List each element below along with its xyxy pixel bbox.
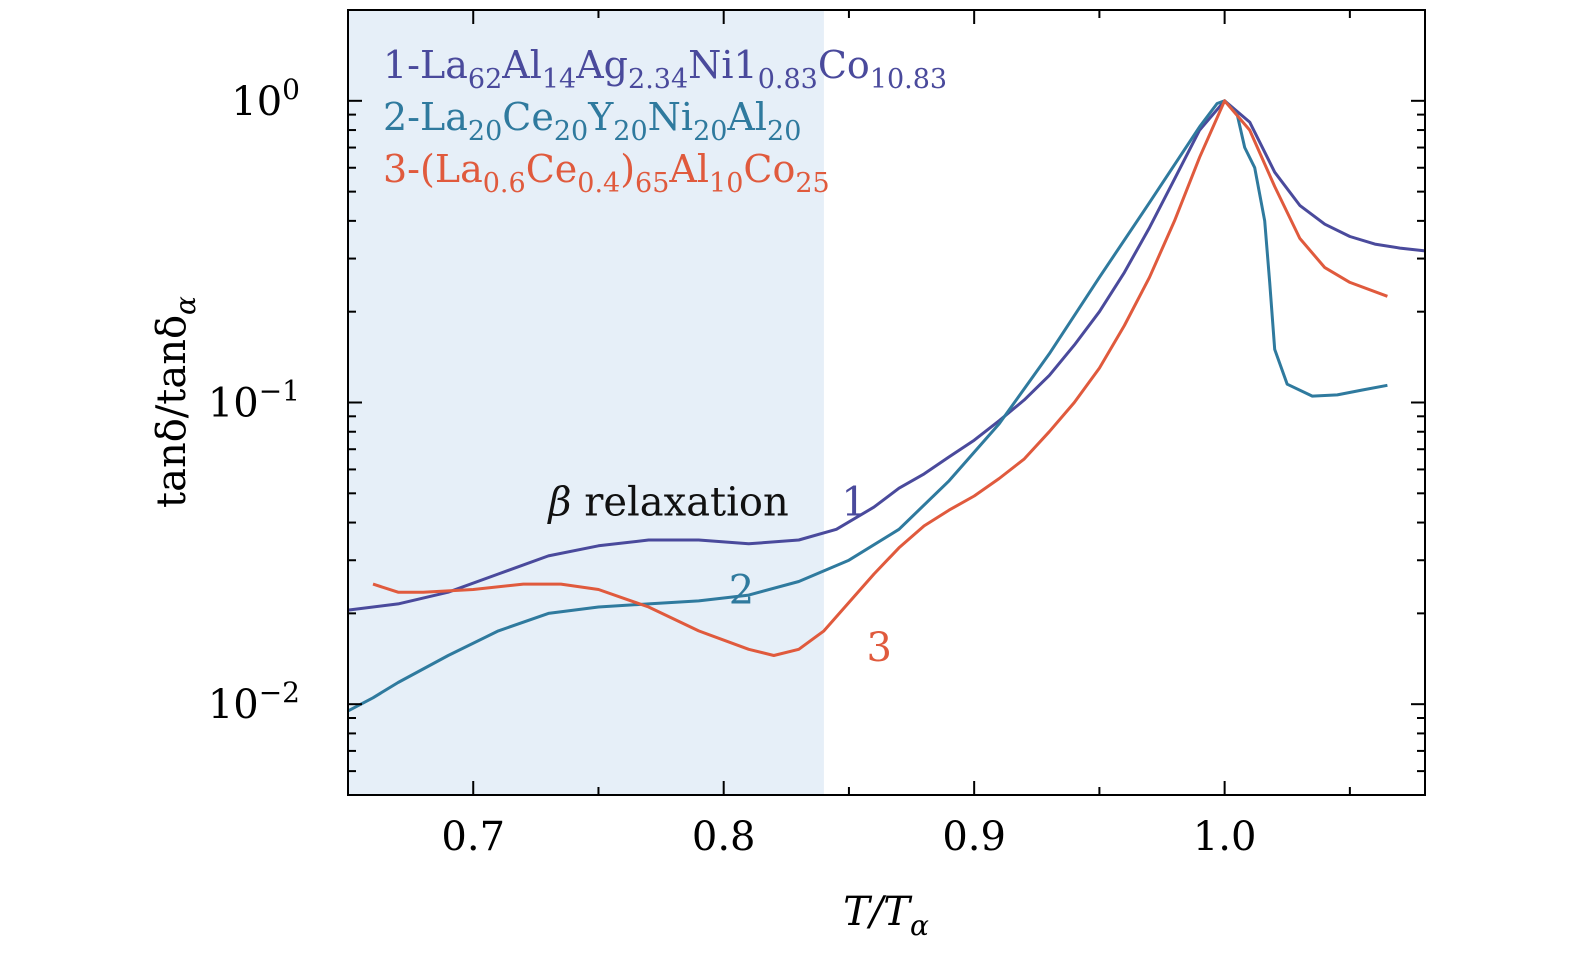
- x-tick-label: 0.8: [692, 814, 756, 860]
- shaded-region: [348, 10, 824, 795]
- x-tick-label: 1.0: [1193, 814, 1257, 860]
- curve-label-1: 1: [841, 479, 866, 525]
- series-layer: [347, 99, 1426, 713]
- beta-relaxation-label: β relaxation: [546, 479, 788, 525]
- x-tick-label: 0.9: [942, 814, 1006, 860]
- x-tick-label: 0.7: [441, 814, 505, 860]
- curve-label-2: 2: [729, 567, 754, 613]
- y-axis-title: tanδ/tanδα: [149, 296, 202, 508]
- legend-entry-3: 3-(La0.6Ce0.4)65Al10Co25: [383, 147, 830, 199]
- y-tick-label: 10−1: [208, 375, 300, 427]
- series-line-2: [347, 99, 1388, 713]
- y-tick-label: 100: [231, 73, 300, 125]
- annotations: β relaxation 1 2 3: [546, 479, 892, 670]
- axis-ticks: 0.7 0.8 0.9 1.0 10−2 10−1 100: [208, 9, 1425, 860]
- series-line-3: [372, 99, 1388, 657]
- legend-entry-2: 2-La20Ce20Y20Ni20Al20: [383, 95, 801, 147]
- series-line-1: [347, 99, 1426, 612]
- legend: 1-La62Al14Ag2.34Ni10.83Co10.832-La20Ce20…: [383, 43, 947, 199]
- y-tick-label: 10−2: [208, 676, 300, 728]
- legend-entry-1: 1-La62Al14Ag2.34Ni10.83Co10.83: [383, 43, 947, 95]
- x-axis-title: T/Tα: [843, 889, 929, 942]
- curve-label-3: 3: [866, 625, 891, 671]
